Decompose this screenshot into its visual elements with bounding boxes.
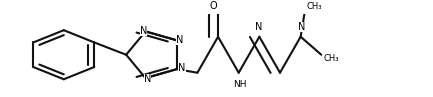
- Text: O: O: [210, 1, 217, 11]
- Text: CH₃: CH₃: [307, 2, 322, 11]
- Text: N: N: [255, 22, 262, 32]
- Text: N: N: [143, 74, 151, 84]
- Text: N: N: [177, 35, 184, 45]
- Text: N: N: [298, 22, 305, 32]
- Text: N: N: [140, 26, 148, 36]
- Text: N: N: [178, 63, 186, 73]
- Text: NH: NH: [233, 80, 246, 89]
- Text: CH₃: CH₃: [323, 54, 339, 63]
